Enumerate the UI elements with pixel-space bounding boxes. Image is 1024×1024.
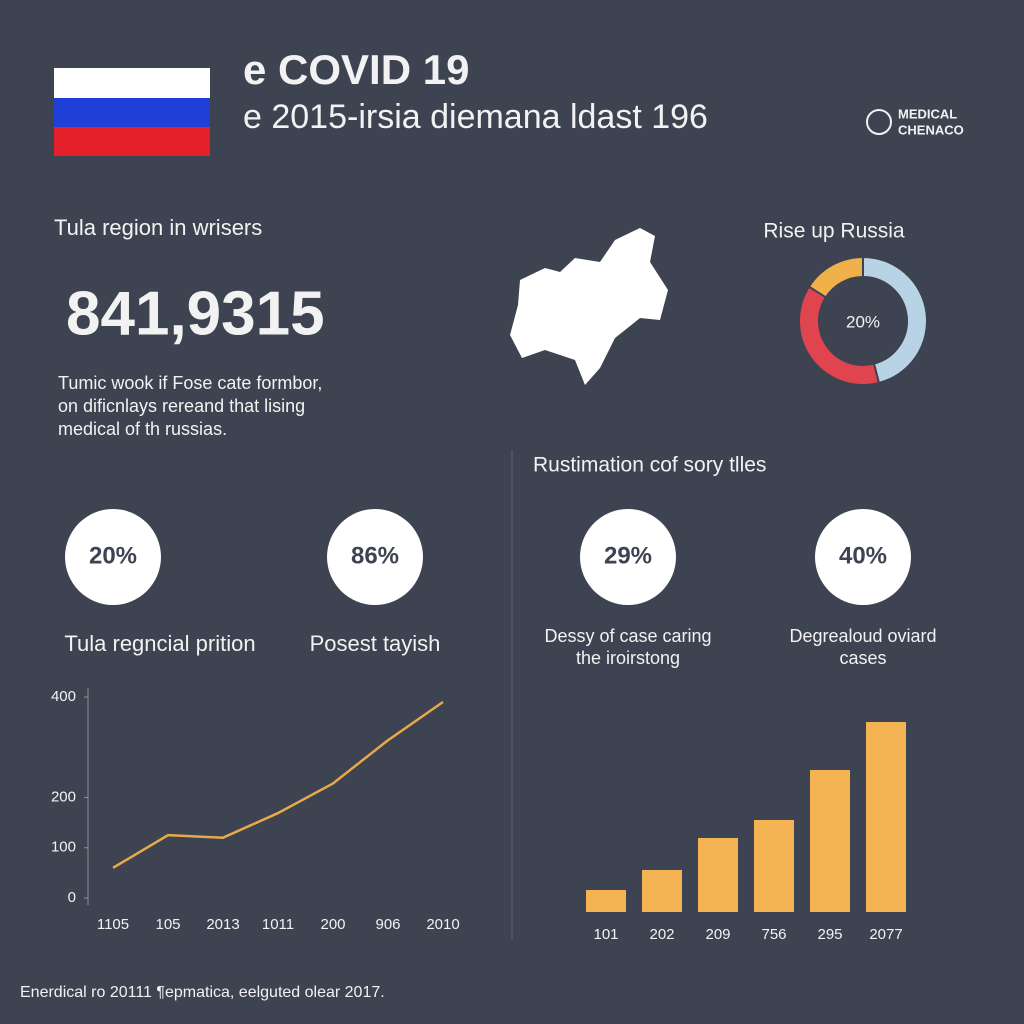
- x-tick-label: 202: [649, 926, 674, 943]
- x-tick-label: 906: [375, 916, 400, 933]
- summary-heading: Tula region in wrisers: [54, 215, 262, 240]
- bar: [754, 820, 794, 912]
- donut-center-label: 20%: [846, 312, 880, 331]
- stat-value: 20%: [89, 542, 137, 569]
- stat-label: Posest tayish: [310, 631, 441, 656]
- x-tick-label: 2013: [206, 916, 239, 933]
- stat-circle: [65, 509, 161, 605]
- line: [112, 700, 444, 869]
- x-tick-label: 2010: [426, 916, 459, 933]
- flag-red: [54, 127, 210, 156]
- x-tick-label: 756: [761, 926, 786, 943]
- stat-circle: [815, 509, 911, 605]
- stat-circle: [327, 509, 423, 605]
- map: [510, 228, 668, 385]
- x-tick-label: 200: [320, 916, 345, 933]
- x-tick-label: 209: [705, 926, 730, 943]
- stat-value: 86%: [351, 542, 399, 569]
- x-tick-label: 105: [155, 916, 180, 933]
- summary-text: medical of th russias.: [58, 419, 227, 439]
- logo-text: CHENACO: [898, 122, 964, 137]
- stat-label: the iroirstong: [576, 648, 680, 668]
- stat-label: Dessy of case caring: [544, 626, 711, 646]
- section-heading: Rustimation cof sory tlles: [533, 454, 766, 477]
- stat-value: 29%: [604, 542, 652, 569]
- bar: [586, 890, 626, 912]
- stat-value: 40%: [839, 542, 887, 569]
- subtitle: e 2015-irsia diemana ldast 196: [243, 98, 708, 136]
- y-tick-label: 0: [68, 889, 76, 906]
- x-tick-label: 1105: [97, 916, 129, 933]
- x-tick-label: 101: [593, 926, 618, 943]
- chart-title: Rise up Russia: [763, 220, 905, 243]
- bar: [698, 838, 738, 912]
- x-tick-label: 2077: [869, 926, 902, 943]
- logo-text: MEDICAL: [898, 106, 957, 121]
- stat-label: Degrealoud oviard: [789, 626, 936, 646]
- bar: [642, 870, 682, 912]
- stat-label: Tula regncial prition: [64, 631, 255, 656]
- bar: [810, 770, 850, 912]
- stat-circle: [580, 509, 676, 605]
- y-tick-label: 400: [51, 688, 76, 705]
- summary-text: Tumic wook if Fose cate formbor,: [58, 373, 322, 393]
- x-tick-label: 1011: [262, 916, 294, 933]
- x-tick-label: 295: [817, 926, 842, 943]
- summary-figure: 841,9315: [66, 279, 325, 348]
- summary-text: on dificnlays rereand that lising: [58, 396, 305, 416]
- title: e COVID 19: [243, 46, 469, 93]
- flag-white: [54, 68, 210, 98]
- flag: [54, 68, 210, 156]
- flag-blue: [54, 98, 210, 127]
- stat-label: cases: [839, 648, 886, 668]
- y-tick-label: 100: [51, 839, 76, 856]
- footer: Enerdical ro 20111 ¶epmatica, eelguted o…: [20, 984, 385, 1001]
- logo-icon: [866, 109, 892, 135]
- donut-segment: [798, 285, 881, 386]
- bar: [866, 722, 906, 912]
- y-tick-label: 200: [51, 788, 76, 805]
